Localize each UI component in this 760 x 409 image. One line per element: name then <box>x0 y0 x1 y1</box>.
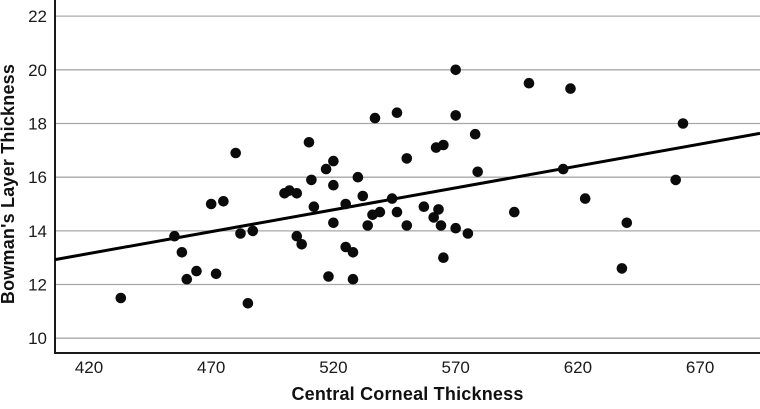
data-point <box>362 220 374 231</box>
data-point <box>291 230 303 242</box>
data-point <box>670 174 681 186</box>
data-point <box>205 198 217 210</box>
y-tick-label: 10 <box>28 329 47 348</box>
data-point <box>323 271 334 282</box>
data-point <box>347 247 359 258</box>
x-axis-title: Central Corneal Thickness <box>291 384 524 404</box>
y-axis-title: Bowman's Layer Thickness <box>0 63 18 305</box>
data-point <box>462 228 474 239</box>
data-point <box>357 190 369 202</box>
data-point <box>352 171 364 183</box>
data-point <box>450 64 462 76</box>
data-point <box>391 206 403 218</box>
data-point <box>438 252 449 263</box>
data-point <box>418 201 430 212</box>
data-point <box>435 220 447 231</box>
data-point <box>433 204 444 215</box>
data-point <box>401 153 413 164</box>
data-point <box>579 193 591 204</box>
data-point <box>616 263 628 274</box>
data-point <box>401 220 413 231</box>
data-point <box>303 137 315 148</box>
trend-line <box>54 131 760 262</box>
data-point <box>438 139 449 151</box>
data-point <box>181 273 193 285</box>
x-tick-label: 620 <box>564 358 592 377</box>
data-point <box>191 265 202 277</box>
data-point <box>218 196 229 207</box>
x-tick-label: 670 <box>686 358 714 377</box>
data-point <box>428 212 440 223</box>
y-tick-label: 12 <box>28 276 47 295</box>
x-tick-label: 520 <box>319 358 347 377</box>
x-tick-label: 470 <box>197 358 225 377</box>
data-point <box>230 147 241 159</box>
data-point <box>176 247 188 258</box>
data-point <box>557 163 569 175</box>
data-point <box>450 110 462 121</box>
data-point <box>621 217 633 229</box>
y-tick-label: 20 <box>28 61 47 80</box>
data-point <box>328 155 339 167</box>
data-point <box>115 292 127 304</box>
data-point <box>565 83 576 94</box>
data-point <box>235 228 246 239</box>
data-point <box>450 222 462 234</box>
data-point <box>472 166 484 178</box>
data-point <box>340 241 352 253</box>
data-point <box>320 163 332 175</box>
data-point <box>328 179 339 191</box>
data-point <box>509 206 520 218</box>
data-point <box>386 193 398 204</box>
y-tick-label: 18 <box>28 115 47 134</box>
data-point <box>523 77 535 89</box>
y-tick-label: 16 <box>28 168 47 187</box>
data-point <box>308 201 320 212</box>
data-point <box>328 217 339 229</box>
data-point <box>347 273 359 285</box>
y-tick-label: 14 <box>28 222 47 241</box>
x-tick-label: 570 <box>442 358 470 377</box>
data-point <box>291 188 303 199</box>
data-point <box>369 112 381 124</box>
data-point <box>210 268 222 280</box>
x-tick-label: 420 <box>75 358 103 377</box>
data-point <box>469 128 481 140</box>
data-point <box>391 107 403 118</box>
data-point <box>374 206 386 218</box>
data-point <box>340 198 352 210</box>
y-tick-label: 22 <box>28 7 47 26</box>
data-point <box>296 239 308 250</box>
data-point <box>247 225 259 237</box>
data-point <box>242 298 254 309</box>
data-point <box>169 230 180 242</box>
data-point <box>306 174 317 186</box>
data-point <box>677 118 689 129</box>
